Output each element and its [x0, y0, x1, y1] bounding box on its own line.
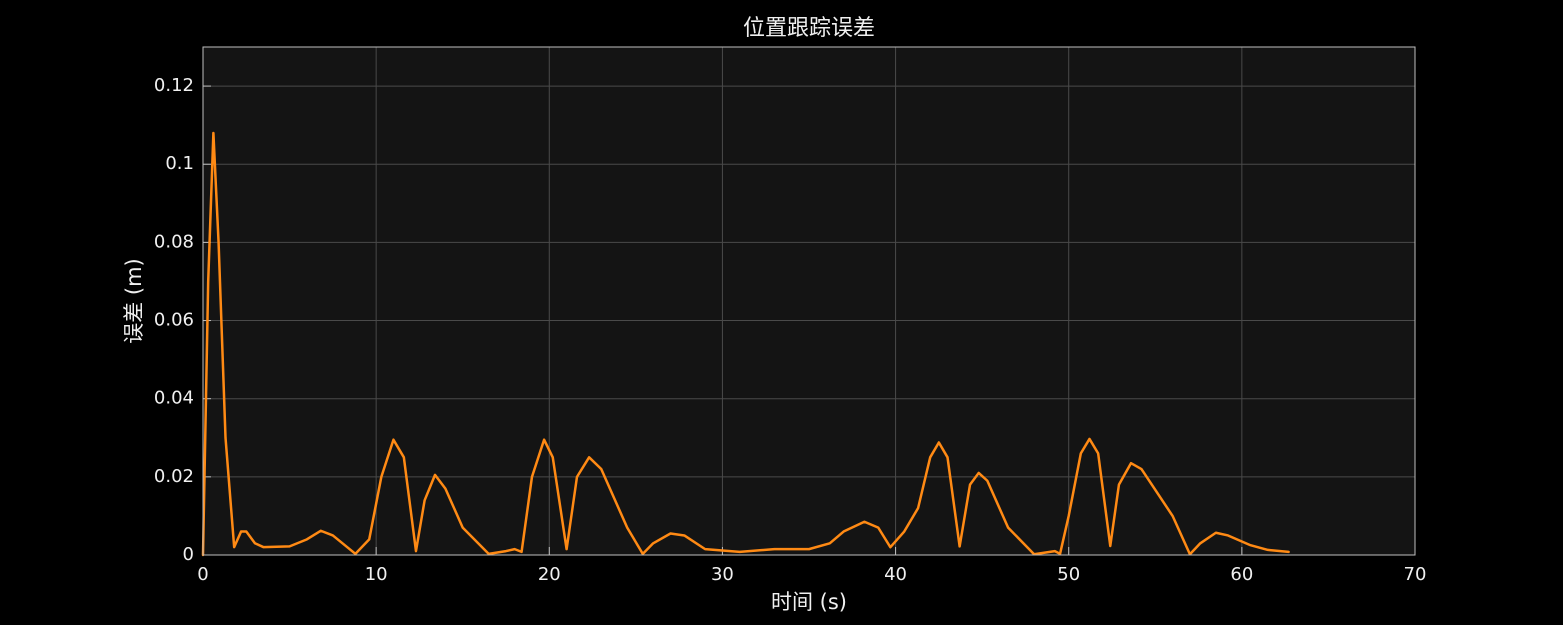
y-tick-label: 0.06 [154, 310, 194, 331]
x-tick-label: 50 [1057, 564, 1080, 585]
y-tick-label: 0.08 [154, 231, 194, 252]
x-tick-label: 70 [1404, 564, 1427, 585]
y-tick-label: 0.02 [154, 466, 194, 487]
y-tick-label: 0.1 [165, 153, 194, 174]
error-line [201, 131, 1290, 557]
x-axis-label: 时间 (s) [771, 590, 847, 614]
chart-title: 位置跟踪误差 [743, 16, 875, 41]
x-tick-label: 10 [365, 564, 388, 585]
axes-box [202, 46, 1416, 556]
marks [201, 131, 1290, 557]
y-axis-label: 误差 (m) [122, 258, 146, 344]
x-tick-label: 0 [197, 564, 208, 585]
x-tick-label: 30 [711, 564, 734, 585]
x-tick-label: 20 [538, 564, 561, 585]
x-tick-label: 60 [1230, 564, 1253, 585]
y-tick-label: 0 [183, 544, 194, 565]
x-tick-label: 40 [884, 564, 907, 585]
y-tick-label: 0.12 [154, 75, 194, 96]
labels: 0 10 20 30 40 50 60 70 0 0.02 0.04 0.06 0.08 0.1 0.12 [154, 75, 1427, 585]
y-tick-label: 0.04 [154, 388, 194, 409]
plot-area [203, 47, 1415, 555]
